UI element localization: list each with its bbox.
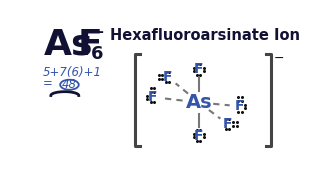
Text: =: =	[43, 77, 53, 90]
Text: −: −	[273, 52, 284, 65]
Text: 5+7(6)+1: 5+7(6)+1	[43, 66, 102, 79]
Text: F: F	[163, 70, 172, 84]
Text: As: As	[186, 93, 212, 112]
Text: F: F	[223, 117, 232, 131]
Text: As: As	[44, 28, 93, 62]
Text: Hexafluoroarsinate Ion: Hexafluoroarsinate Ion	[110, 28, 300, 43]
Text: F: F	[148, 90, 157, 104]
Text: 48: 48	[62, 78, 77, 91]
Text: −: −	[91, 25, 104, 40]
Text: 6: 6	[90, 45, 103, 63]
Text: F: F	[194, 129, 204, 143]
Text: F: F	[77, 28, 102, 62]
Text: F: F	[194, 62, 204, 76]
Text: F: F	[235, 99, 245, 113]
